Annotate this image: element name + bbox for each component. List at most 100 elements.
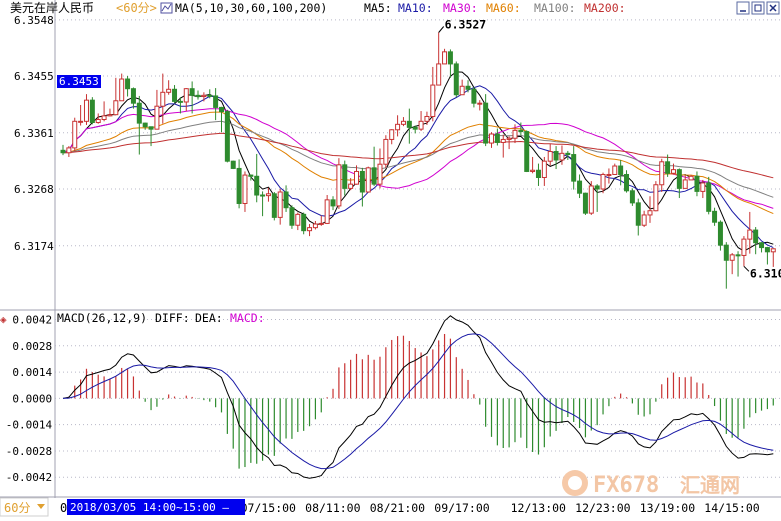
candle[interactable] — [359, 167, 365, 207]
candle[interactable] — [694, 171, 700, 197]
candle-body[interactable] — [688, 175, 694, 181]
candle[interactable] — [465, 80, 471, 93]
candle[interactable] — [688, 175, 694, 181]
candle-body[interactable] — [571, 154, 577, 182]
candle[interactable] — [612, 163, 618, 175]
candle-body[interactable] — [277, 191, 283, 218]
candle[interactable] — [389, 129, 395, 145]
candle-body[interactable] — [336, 164, 342, 207]
candle[interactable] — [248, 174, 254, 181]
candle-body[interactable] — [453, 63, 459, 96]
candle[interactable] — [723, 242, 729, 289]
candle[interactable] — [119, 73, 125, 102]
candle-body[interactable] — [747, 229, 753, 240]
candle-body[interactable] — [201, 94, 207, 98]
candle[interactable] — [447, 49, 453, 78]
candle-body[interactable] — [342, 164, 348, 189]
candle[interactable] — [377, 148, 383, 189]
candle[interactable] — [318, 215, 324, 226]
candle-body[interactable] — [213, 95, 219, 108]
candle-body[interactable] — [359, 170, 365, 193]
candle[interactable] — [541, 156, 547, 186]
candle[interactable] — [489, 132, 495, 148]
candle[interactable] — [136, 95, 142, 155]
candle-body[interactable] — [518, 129, 524, 133]
candle[interactable] — [307, 224, 313, 237]
candle[interactable] — [530, 156, 536, 174]
candle[interactable] — [83, 94, 89, 125]
candle[interactable] — [412, 125, 418, 134]
candle[interactable] — [271, 192, 277, 221]
candle-body[interactable] — [113, 100, 119, 116]
candle[interactable] — [72, 117, 78, 151]
candle[interactable] — [189, 81, 195, 114]
candle[interactable] — [553, 146, 559, 170]
candle[interactable] — [125, 76, 131, 97]
candle[interactable] — [242, 171, 248, 212]
candle-body[interactable] — [377, 163, 383, 185]
candle[interactable] — [400, 117, 406, 127]
candle-body[interactable] — [130, 88, 136, 104]
candle-body[interactable] — [195, 94, 201, 98]
candle[interactable] — [113, 77, 119, 116]
candle-body[interactable] — [471, 88, 477, 104]
candle-body[interactable] — [324, 199, 330, 224]
candle[interactable] — [471, 86, 477, 108]
candle[interactable] — [518, 122, 524, 136]
candle-body[interactable] — [107, 114, 113, 117]
candle-body[interactable] — [606, 173, 612, 176]
macd-histogram[interactable] — [63, 333, 774, 469]
candle-body[interactable] — [242, 174, 248, 204]
candle-body[interactable] — [295, 213, 301, 226]
candle-body[interactable] — [635, 202, 641, 226]
candle-body[interactable] — [89, 99, 95, 124]
candle-body[interactable] — [712, 210, 718, 223]
candle-body[interactable] — [236, 167, 242, 204]
candle-body[interactable] — [354, 170, 359, 185]
candle-body[interactable] — [307, 227, 313, 232]
candle-body[interactable] — [224, 111, 230, 162]
candle[interactable] — [729, 253, 735, 275]
candle[interactable] — [130, 87, 136, 109]
candle-body[interactable] — [177, 100, 183, 103]
candle[interactable] — [301, 212, 307, 235]
candle[interactable] — [659, 158, 665, 192]
candle-body[interactable] — [629, 190, 635, 204]
candle[interactable] — [477, 100, 483, 111]
period-button-label[interactable]: 60分 — [4, 501, 30, 515]
candle-body[interactable] — [389, 129, 395, 140]
candle-body[interactable] — [565, 152, 571, 156]
candle-body[interactable] — [265, 193, 271, 197]
candle[interactable] — [647, 196, 653, 223]
candle[interactable] — [107, 108, 113, 117]
candle[interactable] — [336, 158, 342, 209]
candle-body[interactable] — [312, 223, 318, 229]
minimize-button[interactable] — [736, 1, 750, 15]
candle-body[interactable] — [653, 184, 659, 212]
candle[interactable] — [424, 111, 430, 125]
candle[interactable] — [500, 134, 506, 158]
candle[interactable] — [764, 246, 770, 265]
candle[interactable] — [254, 153, 260, 203]
candle[interactable] — [535, 163, 541, 186]
candle-body[interactable] — [418, 120, 424, 130]
candle-body[interactable] — [447, 51, 453, 65]
candle[interactable] — [365, 166, 371, 193]
candle-body[interactable] — [506, 137, 512, 140]
candle-body[interactable] — [183, 88, 189, 103]
candle-body[interactable] — [400, 120, 406, 125]
candle[interactable] — [342, 160, 348, 196]
candle-body[interactable] — [665, 161, 671, 174]
candle-body[interactable] — [600, 173, 606, 190]
candle[interactable] — [230, 160, 236, 170]
candle[interactable] — [759, 242, 765, 253]
candle[interactable] — [741, 236, 747, 267]
candle-body[interactable] — [189, 88, 195, 96]
candle[interactable] — [160, 73, 166, 124]
candle-body[interactable] — [248, 174, 254, 177]
candle[interactable] — [177, 97, 183, 114]
candle[interactable] — [641, 210, 647, 228]
candle-body[interactable] — [647, 210, 653, 216]
candle-body[interactable] — [700, 182, 706, 192]
candle-body[interactable] — [318, 222, 324, 225]
